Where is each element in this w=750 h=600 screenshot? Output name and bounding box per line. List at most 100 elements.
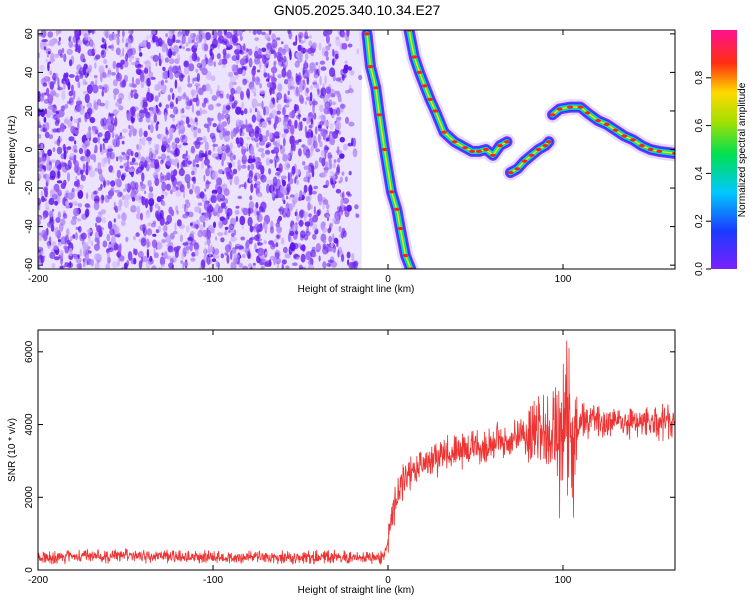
noise-speck [296,179,299,185]
noise-speck [182,46,185,50]
noise-speck [167,94,171,102]
spectrogram-y-label: Frequency (Hz) [7,116,18,185]
noise-speck [298,148,302,157]
noise-speck [266,109,269,116]
noise-speck [192,159,196,168]
noise-speck [150,150,157,156]
noise-speck [235,205,240,209]
noise-speck [184,173,191,184]
noise-speck [304,59,307,69]
noise-speck [341,42,348,50]
noise-speck [277,189,284,198]
noise-speck [128,168,135,173]
noise-speck [45,87,50,97]
noise-speck [151,265,157,269]
noise-speck [158,92,161,98]
noise-speck [207,126,210,133]
noise-speck [41,195,45,203]
noise-speck [57,241,63,246]
noise-speck [343,230,347,238]
noise-speck [321,227,328,233]
noise-speck [203,43,209,52]
noise-speck [320,66,327,71]
noise-speck [245,66,248,70]
noise-speck [45,110,52,119]
noise-speck [38,134,42,139]
noise-speck [208,205,214,213]
noise-speck [308,213,312,218]
noise-speck [181,134,188,144]
noise-speck [247,158,254,164]
noise-speck [194,117,198,123]
noise-speck [167,70,170,79]
noise-speck [84,93,90,104]
noise-speck [332,233,335,242]
noise-speck [310,186,313,193]
noise-speck [60,105,66,112]
noise-speck [77,218,82,222]
noise-speck [296,114,301,119]
noise-speck [344,60,348,64]
noise-speck [93,99,97,109]
noise-speck [235,137,240,145]
noise-speck [171,30,175,35]
y-tick-label: 60 [24,28,35,40]
noise-speck [82,78,87,86]
noise-speck [303,211,309,218]
noise-speck [223,55,226,59]
noise-speck [39,64,45,71]
noise-speck [121,36,125,44]
track-peak [483,147,489,152]
noise-speck [139,138,142,142]
noise-speck [143,130,148,138]
noise-speck [269,226,274,234]
noise-speck [157,156,162,160]
noise-speck [352,148,358,158]
noise-speck [176,33,182,38]
y-tick-label: -60 [24,257,35,272]
noise-speck [230,75,237,83]
noise-speck [328,235,333,243]
noise-speck [179,234,183,243]
noise-speck [61,90,66,101]
noise-speck [139,183,146,192]
snr-y-ticks: 0 2000 4000 6000 [24,340,675,573]
noise-speck [86,148,90,158]
noise-speck [73,154,77,160]
track-peak [381,147,388,152]
noise-speck [320,150,325,157]
track-peak [595,119,601,123]
noise-speck [118,105,124,111]
noise-speck [181,252,185,260]
noise-speck [42,214,46,220]
noise-speck [295,208,298,217]
noise-speck [212,38,218,49]
noise-speck [92,84,99,94]
noise-speck [191,103,194,113]
noise-speck [153,113,158,123]
noise-speck [322,184,329,189]
noise-speck [224,244,231,253]
noise-speck [121,220,126,227]
noise-speck [165,183,171,191]
noise-speck [109,113,115,117]
noise-speck [216,89,219,99]
noise-speck [194,248,199,257]
noise-speck [38,254,43,260]
noise-speck [74,30,79,39]
y-tick-label: 6000 [24,340,35,363]
noise-speck [172,116,175,122]
noise-speck [137,63,142,68]
noise-speck [161,42,167,53]
noise-speck [318,156,323,163]
noise-speck [242,254,246,258]
noise-speck [329,222,334,228]
noise-speck [101,90,105,97]
noise-speck [165,33,169,38]
noise-speck [302,161,306,166]
noise-speck [107,148,114,152]
track-peak [621,134,628,138]
noise-speck [44,122,50,131]
noise-speck [269,132,273,140]
track-peak [630,138,636,142]
